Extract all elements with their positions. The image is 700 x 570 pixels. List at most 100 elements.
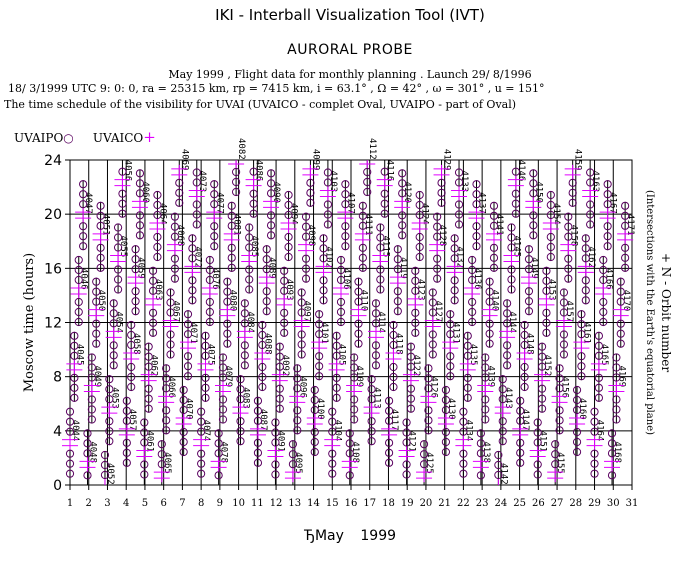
x-tick-label: 19 [401, 498, 414, 509]
orbit-number-label: 4134 [463, 420, 473, 442]
uvaipo-marker [140, 438, 149, 447]
y-tick-label: 20 [44, 207, 62, 223]
uvaipo-marker [481, 405, 490, 414]
uvaipo-marker [118, 209, 127, 218]
uvaipo-marker [607, 439, 617, 448]
uvaipo-marker [594, 383, 604, 392]
uvaipo-marker [70, 341, 79, 350]
orbit-number-label: 4135 [468, 344, 478, 366]
uvaipo-marker [371, 309, 381, 318]
uvaipo-marker [70, 351, 79, 360]
x-tick-label: 3 [104, 498, 110, 509]
uvaipo-marker [555, 416, 564, 425]
uvaipo-marker [616, 339, 625, 348]
uvaipo-marker [415, 210, 424, 220]
uvaipo-marker [594, 331, 604, 340]
x-tick-label: 8 [198, 498, 204, 509]
uvaipo-marker [144, 394, 153, 403]
uvaipo-marker [363, 187, 372, 197]
x-tick-label: 1 [67, 498, 73, 509]
uvaipo-marker [140, 470, 149, 479]
uvaipo-marker [109, 309, 118, 318]
orbit-number-label: 4082 [236, 138, 246, 160]
uvaipo-marker [306, 198, 315, 207]
uvaipo-marker [70, 373, 79, 382]
orbit-number-label: 4107 [345, 192, 355, 214]
uvaipo-marker [227, 221, 236, 230]
uvaipo-marker [446, 330, 455, 339]
uvaipo-marker [127, 330, 136, 340]
uvaipo-marker [271, 460, 280, 469]
uvaipo-marker [542, 276, 551, 285]
uvaipo-marker [406, 404, 416, 413]
legend-po-symbol: ○ [63, 131, 74, 145]
uvaipo-marker [450, 234, 459, 243]
uvaipo-marker [328, 459, 337, 468]
uvaipo-marker [450, 296, 459, 305]
uvaipo-marker [559, 308, 569, 317]
uvaipo-marker [332, 383, 341, 392]
uvaipo-marker [520, 372, 529, 382]
right-axis-label: + N - Orbit number [659, 253, 673, 372]
uvaipo-marker [223, 297, 232, 306]
orbit-number-label: 4154 [551, 203, 561, 225]
uvaipo-marker [197, 407, 206, 416]
uvaipo-marker [162, 406, 171, 415]
uvaipo-marker [297, 340, 306, 349]
uvaipo-marker [218, 373, 228, 382]
uvaipo-marker [520, 362, 529, 372]
uvaipo-marker [459, 417, 468, 426]
uvaipo-marker [581, 234, 590, 243]
y-tick-label: 4 [53, 424, 62, 440]
uvaipo-marker [315, 352, 324, 361]
uvaipo-marker [345, 471, 354, 480]
uvaipo-marker [481, 353, 490, 362]
uvaipo-marker [507, 243, 516, 252]
orbit-number-label: 4057 [127, 409, 137, 431]
uvaipo-marker [607, 449, 617, 458]
uvaipo-marker [87, 415, 96, 424]
orbit-number-label: 4056 [122, 160, 132, 182]
uvaipo-marker [65, 449, 75, 458]
uvaipo-marker [564, 254, 573, 263]
uvaipo-marker [406, 394, 416, 403]
uvaipo-marker [253, 416, 263, 425]
uvaipo-marker [577, 320, 586, 329]
uvaipo-marker [503, 351, 512, 360]
uvaipo-marker [166, 340, 175, 349]
orbit-number-label: 4046 [79, 268, 89, 290]
uvaipo-marker [524, 265, 534, 274]
uvaipo-marker [384, 458, 394, 467]
uvaipo-marker [616, 319, 625, 328]
uvaipo-marker [135, 211, 145, 220]
uvaipo-marker [389, 320, 398, 330]
orbit-number-label: 4112 [367, 138, 377, 160]
uvaipo-marker [148, 318, 158, 327]
x-tick-label: 14 [307, 498, 320, 509]
uvaipo-marker [280, 286, 289, 295]
uvaipo-marker [555, 406, 564, 415]
orbit-number-label: 4169 [616, 366, 626, 388]
uvaipo-marker [590, 449, 599, 458]
uvaipo-marker [323, 220, 332, 229]
orbit-number-label: 4164 [595, 420, 605, 442]
uvaipo-marker [262, 287, 271, 296]
uvaipo-marker [258, 330, 267, 340]
uvaipo-marker [175, 178, 184, 187]
uvaipo-marker [468, 297, 477, 307]
uvaipo-marker [223, 319, 232, 328]
uvaipo-marker [218, 405, 228, 414]
uvaipo-marker [227, 263, 236, 272]
uvaipo-marker [358, 211, 367, 220]
uvaipo-marker [214, 449, 223, 458]
orbit-number-label: 4068 [175, 225, 185, 247]
uvaipo-marker [328, 417, 337, 426]
uvaipo-marker [162, 384, 171, 393]
uvaipo-marker [516, 448, 525, 457]
uvaipo-marker [607, 429, 617, 438]
uvaipo-marker [262, 297, 271, 306]
uvaipo-marker [406, 342, 416, 351]
uvaipo-marker [367, 385, 376, 394]
x-tick-label: 7 [179, 498, 185, 509]
uvaipo-marker [564, 232, 573, 241]
